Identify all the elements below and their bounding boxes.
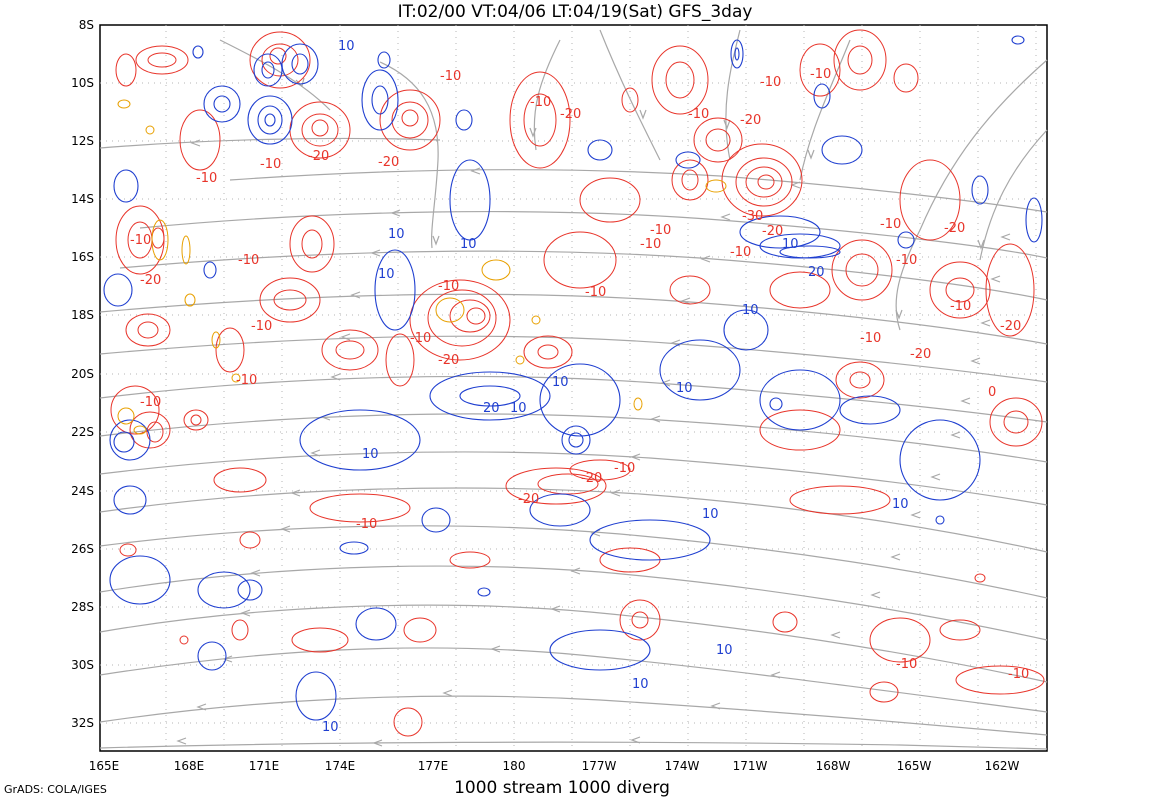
lon-tick-label: 165W [897,759,932,773]
lat-tick-label: 22S [71,425,94,439]
lat-tick-label: 32S [71,716,94,730]
lon-tick-label: 171E [249,759,280,773]
contour-label: -10 [440,69,461,84]
contour-label: 10 [892,497,909,512]
contour-label: -10 [896,657,917,672]
contour-label: 10 [510,401,527,416]
contour-label: -20 [518,492,539,507]
lat-tick-label: 8S [79,18,94,32]
contour-label: 10 [716,643,733,658]
contour-label: 10 [552,375,569,390]
lat-tick-label: 26S [71,542,94,556]
contour-label: -10 [438,279,459,294]
contour-label: 10 [742,303,759,318]
contour-label: 20 [483,401,500,416]
contour-label: -10 [260,157,281,172]
lat-tick-label: 24S [71,484,94,498]
contour-label: 0 [988,385,996,400]
contour-label: -10 [860,331,881,346]
contour-label: -20 [140,273,161,288]
lat-tick-label: 10S [71,76,94,90]
contour-label: -20 [308,149,329,164]
contour-label: 10 [632,677,649,692]
contour-label: -10 [760,75,781,90]
contour-label: -20 [944,221,965,236]
contour-label: -20 [560,107,581,122]
red-contour-labels: -10 -10 -20 -10 -20 -10 -10 -20 -10 -10 … [130,67,1029,682]
contour-label: 10 [702,507,719,522]
contour-label: 10 [388,227,405,242]
contour-label: -10 [730,245,751,260]
contour-label: 10 [378,267,395,282]
streamlines [99,29,1048,750]
contour-label: -10 [356,517,377,532]
contour-label: -20 [581,471,602,486]
contour-label: -10 [236,373,257,388]
contour-label: -10 [410,331,431,346]
map-caption: 1000 stream 1000 diverg [454,778,670,798]
blue-contour-labels: 10 10 10 10 10 20 10 20 10 10 10 10 10 1… [322,39,909,735]
lon-tick-label: 177E [418,759,449,773]
lon-tick-label: 168W [816,759,851,773]
contour-label: -10 [130,233,151,248]
lon-tick-label: 180 [503,759,526,773]
lat-tick-label: 30S [71,658,94,672]
contour-label: -20 [740,113,761,128]
gridlines [100,25,1047,751]
red-contours [110,29,1045,737]
contour-label: 10 [322,720,339,735]
lat-tick-label: 14S [71,192,94,206]
lon-tick-label: 165E [89,759,120,773]
longitude-axis: 165E 168E 171E 174E 177E 180 177W 174W 1… [89,759,1020,773]
contour-label: -20 [438,353,459,368]
contour-label: -10 [251,319,272,334]
contour-label: -10 [140,395,161,410]
contour-label: -10 [1008,667,1029,682]
lat-tick-label: 12S [71,134,94,148]
lat-tick-label: 28S [71,600,94,614]
contour-label: -10 [650,223,671,238]
lon-tick-label: 177W [582,759,617,773]
contour-label: 10 [362,447,379,462]
contour-label: -10 [950,299,971,314]
lat-tick-label: 18S [71,308,94,322]
latitude-axis: 8S 10S 12S 14S 16S 18S 20S 22S 24S 26S 2… [71,18,94,730]
orange-contours [117,99,727,435]
contour-label: -20 [1000,319,1021,334]
contour-label: -10 [896,253,917,268]
lon-tick-label: 174W [665,759,700,773]
lat-tick-label: 16S [71,250,94,264]
map-title: IT:02/00 VT:04/06 LT:04/19(Sat) GFS_3day [398,2,753,22]
lat-tick-label: 20S [71,367,94,381]
stream-arrows [176,77,1011,747]
contour-label: 20 [808,265,825,280]
contour-label: -10 [614,461,635,476]
contour-label: 10 [676,381,693,396]
contour-label: -20 [910,347,931,362]
lon-tick-label: 174E [325,759,356,773]
contour-label: 10 [338,39,355,54]
contour-label: -10 [640,237,661,252]
lon-tick-label: 171W [733,759,768,773]
contour-label: 10 [460,237,477,252]
contour-label: -10 [530,95,551,110]
contour-label: -10 [196,171,217,186]
contour-label: -10 [880,217,901,232]
contour-label: -30 [742,209,763,224]
blue-contours [103,35,1043,721]
contour-label: -10 [585,285,606,300]
plot-frame [99,24,1048,752]
contour-label: -10 [238,253,259,268]
contour-label: -20 [378,155,399,170]
lon-tick-label: 162W [985,759,1020,773]
contour-label: -10 [688,107,709,122]
contour-label: -20 [762,224,783,239]
contour-label: -10 [810,67,831,82]
grads-credit: GrADS: COLA/IGES [4,783,107,796]
contour-label: 10 [782,237,799,252]
lon-tick-label: 168E [174,759,205,773]
